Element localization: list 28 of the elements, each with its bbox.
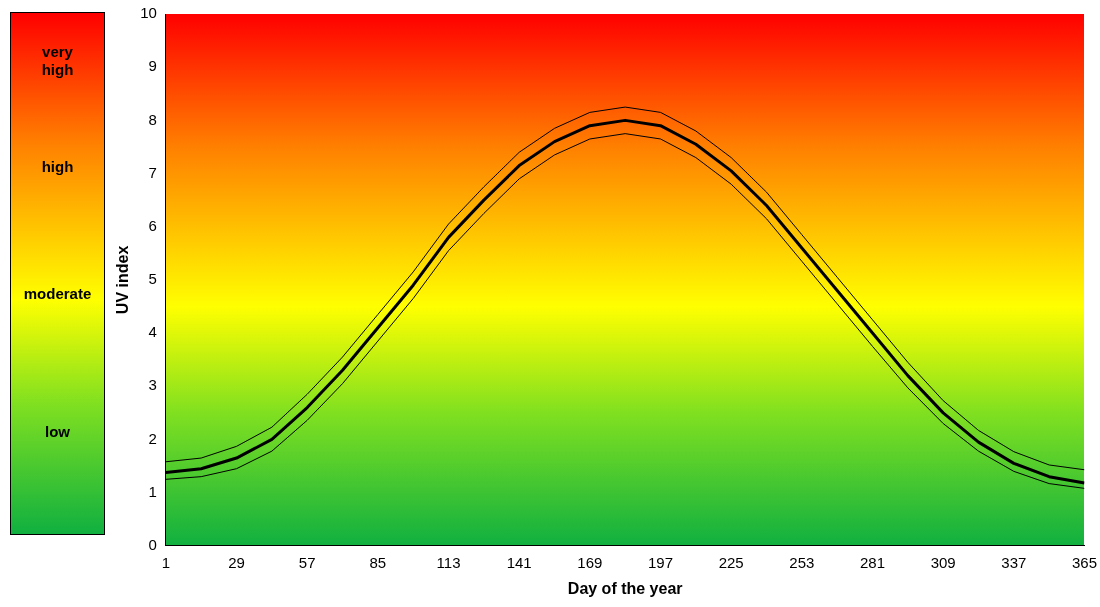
y-tick-label: 3 <box>148 376 157 394</box>
y-tick-label: 6 <box>148 216 157 234</box>
y-tick-label: 5 <box>148 270 157 288</box>
y-axis-title: UV index <box>114 245 132 315</box>
x-tick-label: 365 <box>1071 553 1097 571</box>
x-tick-label: 29 <box>228 553 245 571</box>
y-tick-label: 10 <box>140 4 157 22</box>
x-tick-label: 281 <box>859 553 886 571</box>
y-tick-label: 2 <box>148 429 157 447</box>
x-axis-title: Day of the year <box>567 579 683 597</box>
y-tick-label: 9 <box>148 57 157 75</box>
y-tick-label: 7 <box>148 163 157 181</box>
y-tick-label: 1 <box>148 482 157 500</box>
x-tick-label: 225 <box>718 553 744 571</box>
y-tick-label: 8 <box>148 110 157 128</box>
x-tick-label: 309 <box>930 553 956 571</box>
y-tick-label: 0 <box>148 535 157 553</box>
x-tick-label: 197 <box>648 553 674 571</box>
x-tick-label: 1 <box>161 553 171 571</box>
uv-scale-panel: very high high moderate low <box>10 12 105 535</box>
x-tick-label: 85 <box>369 553 387 571</box>
x-tick-label: 253 <box>789 553 815 571</box>
x-tick-label: 57 <box>298 553 316 571</box>
y-tick-label: 4 <box>148 323 157 341</box>
x-tick-label: 337 <box>1001 553 1027 571</box>
x-tick-label: 169 <box>577 553 603 571</box>
x-tick-label: 113 <box>436 553 461 571</box>
x-tick-label: 141 <box>506 553 532 571</box>
